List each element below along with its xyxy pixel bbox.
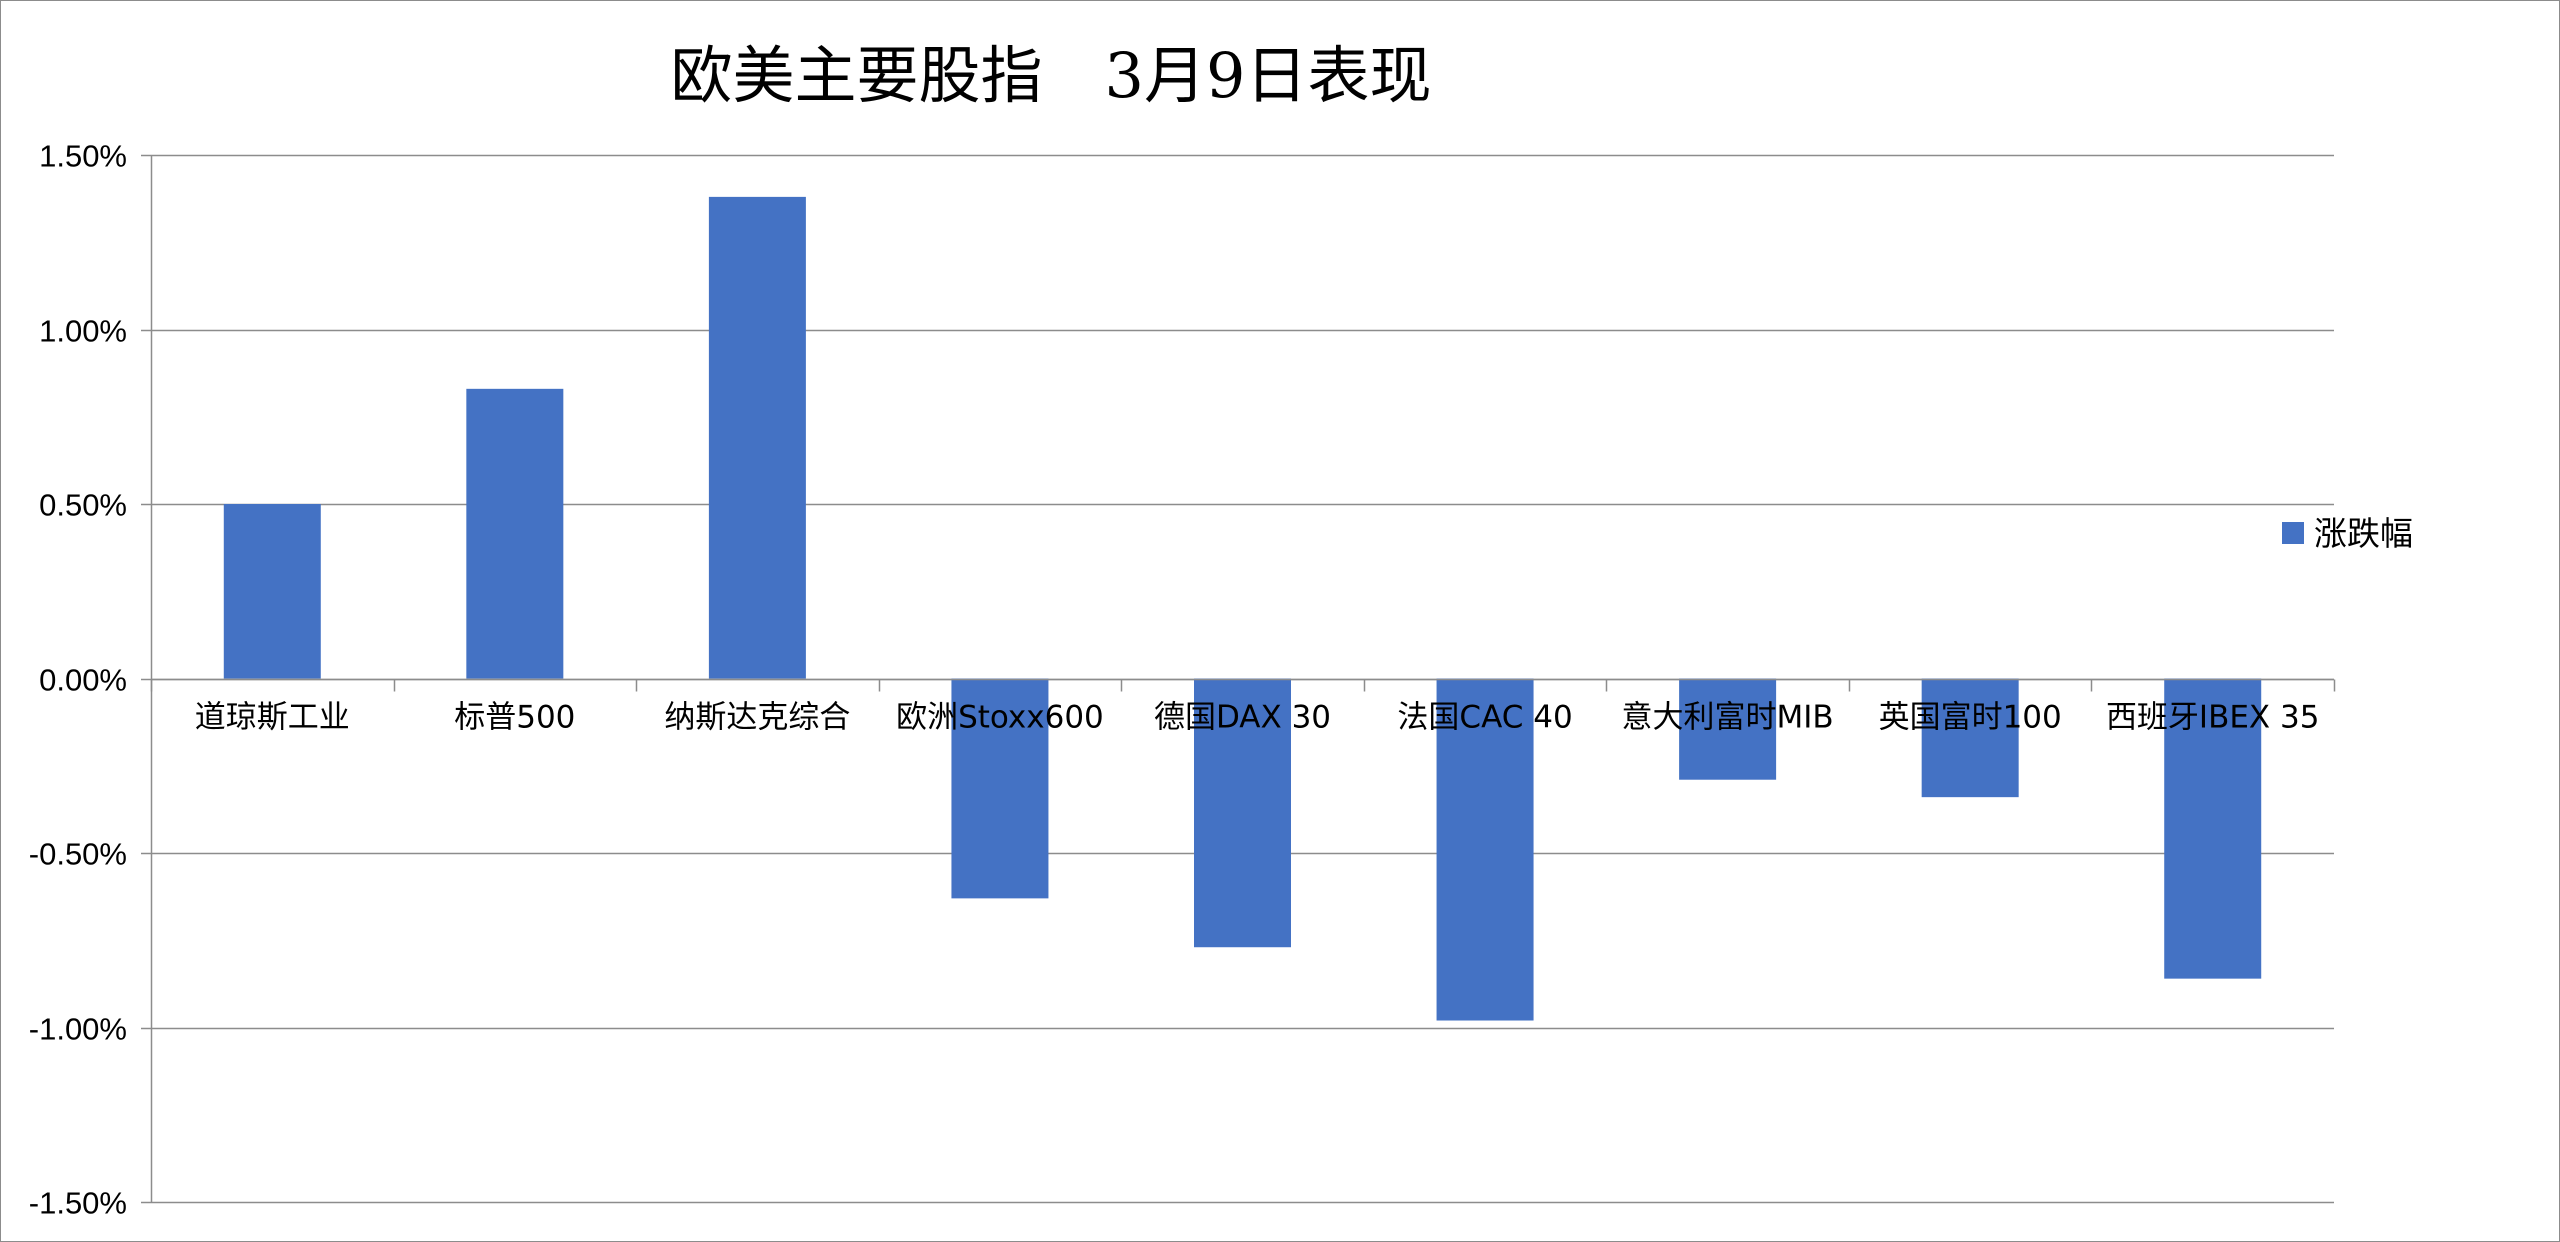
y-tick-label: 1.00% — [39, 314, 127, 349]
legend: 涨跌幅 — [2282, 514, 2413, 553]
y-tick-label: -1.50% — [29, 1186, 127, 1221]
category-label: 纳斯达克综合 — [664, 700, 850, 736]
axes — [150, 155, 2336, 1202]
category-label: 英国富时100 — [1879, 700, 2062, 736]
bars — [223, 196, 2262, 1021]
y-tick-label: -1.00% — [29, 1012, 127, 1047]
y-tick-label: 0.50% — [39, 488, 127, 523]
bar — [223, 504, 321, 679]
bar — [1921, 678, 2019, 798]
bar — [1194, 678, 1291, 948]
category-label: 法国CAC 40 — [1397, 700, 1572, 736]
y-tick-label: 0.00% — [39, 663, 127, 698]
y-tick-labels: 1.50% 1.00% 0.50% 0.00% -0.50% -1.00% -1.50% — [29, 139, 127, 1221]
bar — [1679, 678, 1777, 780]
bar — [1436, 678, 1534, 1021]
y-tick-label: 1.50% — [39, 139, 127, 174]
category-label: 德国DAX 30 — [1154, 700, 1331, 736]
category-labels: 道琼斯工业 标普500 纳斯达克综合 欧洲Stoxx600 德国DAX 30 法国CAC … — [195, 700, 2320, 736]
category-label: 西班牙IBEX 35 — [2106, 700, 2320, 736]
bar — [708, 196, 806, 679]
chart-title: 欧美主要股指 3月9日表现 — [671, 39, 1432, 112]
legend-swatch — [2282, 522, 2304, 544]
legend-label: 涨跌幅 — [2314, 514, 2413, 553]
category-label: 欧洲Stoxx600 — [896, 700, 1104, 736]
category-label: 道琼斯工业 — [195, 700, 350, 736]
y-tick-label: -0.50% — [29, 837, 127, 872]
bar — [2164, 678, 2262, 979]
category-label: 意大利富时MIB — [1622, 700, 1834, 736]
bar — [951, 678, 1049, 899]
bar — [466, 388, 564, 679]
category-label: 标普500 — [454, 700, 575, 736]
